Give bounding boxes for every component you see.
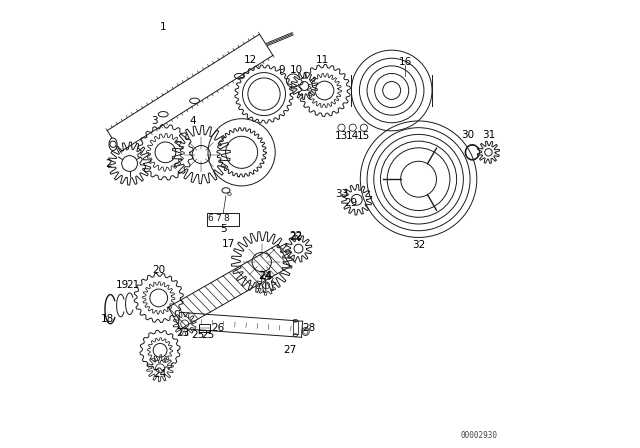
Text: 33: 33 — [335, 189, 348, 199]
Text: 17: 17 — [221, 239, 235, 249]
Text: 24: 24 — [153, 369, 166, 379]
Text: 24: 24 — [259, 271, 272, 280]
Text: 8: 8 — [223, 214, 229, 223]
Text: 00002930: 00002930 — [461, 431, 497, 440]
Text: 10: 10 — [290, 65, 303, 75]
Bar — [293, 321, 298, 334]
Text: 32: 32 — [412, 240, 425, 250]
Ellipse shape — [109, 138, 117, 151]
Text: 5: 5 — [220, 224, 227, 234]
Text: 16: 16 — [399, 57, 412, 67]
Text: 23: 23 — [176, 328, 189, 338]
Text: 21: 21 — [127, 280, 140, 290]
Bar — [199, 324, 210, 332]
Text: 3: 3 — [151, 116, 157, 126]
Text: 15: 15 — [357, 131, 371, 141]
Text: 29: 29 — [344, 198, 357, 208]
Text: 26: 26 — [211, 323, 224, 333]
Text: 25: 25 — [191, 330, 204, 340]
Text: 28: 28 — [303, 323, 316, 333]
Text: 31: 31 — [482, 130, 495, 140]
Text: 12: 12 — [244, 56, 257, 65]
Text: 7: 7 — [216, 214, 221, 223]
Text: 11: 11 — [316, 55, 330, 65]
Text: 22: 22 — [290, 231, 303, 241]
Text: 13: 13 — [335, 131, 348, 141]
Text: 24: 24 — [260, 271, 273, 281]
Text: 4: 4 — [189, 116, 196, 126]
Text: 20: 20 — [152, 265, 165, 275]
Text: 22: 22 — [289, 232, 303, 241]
Text: 14: 14 — [346, 131, 359, 141]
Bar — [207, 213, 239, 226]
Text: 30: 30 — [461, 130, 474, 140]
Text: 6: 6 — [207, 214, 213, 223]
Text: 2: 2 — [105, 159, 111, 168]
Text: 1: 1 — [160, 22, 166, 32]
Text: 25: 25 — [202, 330, 214, 340]
Text: 27: 27 — [284, 345, 296, 355]
Text: 19: 19 — [116, 280, 129, 290]
Text: 18: 18 — [100, 314, 114, 324]
Text: 9: 9 — [278, 65, 285, 75]
